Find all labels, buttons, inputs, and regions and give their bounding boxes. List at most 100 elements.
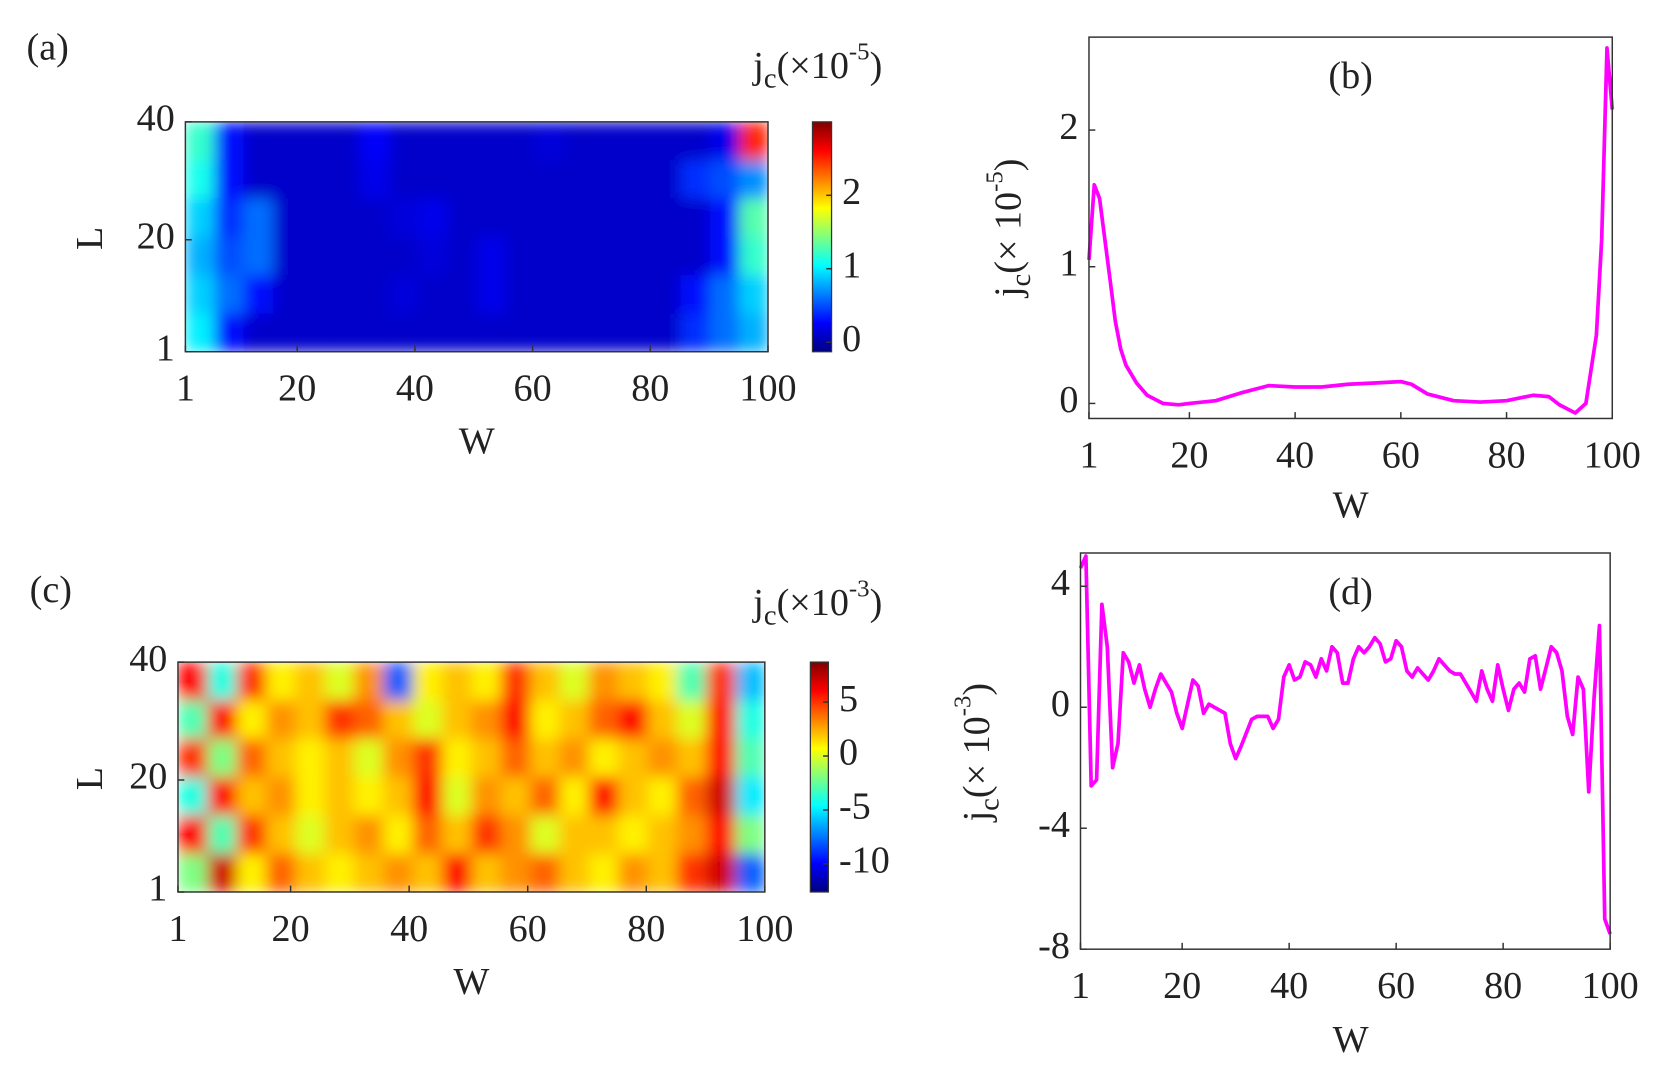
heatmap-cell	[236, 777, 267, 816]
heatmap-cell	[471, 738, 502, 778]
heatmap-cell	[442, 700, 473, 740]
heatmap-cell	[564, 275, 594, 315]
heatmap-cell	[680, 236, 711, 276]
heatmap-cell	[618, 853, 649, 892]
heatmap-cell	[476, 198, 507, 238]
heatmap-cell	[214, 198, 245, 238]
heatmap-cell	[647, 738, 678, 778]
label-sup: -5	[981, 171, 1008, 192]
heatmap-cell	[383, 853, 414, 892]
heatmap-cell	[331, 313, 361, 352]
heatmap-cell	[709, 121, 740, 161]
heatmap-cell	[418, 275, 449, 315]
heatmap-cell	[588, 700, 619, 740]
heatmap-cell	[177, 853, 208, 892]
heatmap-cell	[618, 662, 649, 702]
heatmap-cell	[618, 738, 649, 778]
heatmap-cell	[559, 662, 590, 702]
heatmap-cell	[651, 121, 682, 161]
heatmap-cell	[680, 121, 711, 161]
heatmap-cell	[706, 738, 737, 778]
colorbar-tick-label: -10	[839, 840, 890, 882]
heatmap-cell	[383, 738, 414, 778]
heatmap-cell	[243, 236, 274, 276]
x-tick-label: 1	[176, 368, 195, 410]
x-tick-label: 80	[627, 908, 665, 950]
heatmap-cells	[185, 121, 769, 352]
heatmap-cell	[500, 662, 531, 702]
heatmap-cell	[236, 738, 267, 778]
heatmap-cell	[680, 160, 711, 200]
y-tick-label: 2	[1059, 106, 1078, 148]
heatmap-cell	[360, 275, 390, 315]
heatmap-cell	[354, 662, 385, 702]
colorbar-tick-label: 1	[842, 244, 861, 286]
label-end: )	[956, 683, 998, 696]
label-base: j	[751, 582, 764, 624]
label-sup: -3	[949, 696, 976, 717]
y-tick-label: 1	[156, 327, 175, 369]
heatmap-cell	[272, 121, 303, 161]
x-tick-label: 60	[1382, 434, 1420, 476]
heatmap-cell	[324, 815, 355, 855]
heatmap-cell	[476, 160, 507, 200]
y-tick-label: 0	[1059, 379, 1078, 421]
heatmap-cell	[530, 853, 561, 892]
y-axis-label: jc(× 10-3)	[949, 683, 1005, 824]
heatmap-cell	[272, 313, 303, 352]
heatmap-cell	[207, 815, 238, 855]
heatmap-cell	[564, 160, 594, 200]
y-tick-label: 20	[129, 756, 167, 798]
label-sub: c	[764, 63, 777, 94]
panel-label: (a)	[27, 27, 69, 69]
heatmap-cell	[530, 700, 561, 740]
heatmap-cell	[389, 313, 420, 352]
heatmap-cell	[564, 198, 594, 238]
panel-label: (b)	[1328, 55, 1372, 97]
heatmap-cell	[331, 121, 361, 161]
heatmap-cell	[442, 853, 473, 892]
heatmap-cell	[265, 700, 296, 740]
heatmap-cell	[738, 275, 769, 315]
heatmap-cell	[500, 700, 531, 740]
heatmap-cell	[680, 198, 711, 238]
heatmap-cell	[593, 275, 623, 315]
panel-label: (d)	[1328, 571, 1372, 613]
heatmap-cell	[534, 160, 565, 200]
heatmap-cell	[243, 160, 274, 200]
heatmap-cell	[618, 700, 649, 740]
y-tick-label: 1	[1059, 243, 1078, 285]
y-axis-label: jc(× 10-5)	[981, 159, 1037, 300]
heatmap-cell	[177, 662, 208, 702]
heatmap-cell	[447, 121, 478, 161]
heatmap-cell	[301, 121, 332, 161]
heatmap-cell	[534, 121, 565, 161]
x-tick-label: 40	[396, 368, 434, 410]
heatmap-cell	[447, 198, 478, 238]
heatmap-cell	[324, 738, 355, 778]
heatmap-cell	[389, 198, 420, 238]
heatmap-cell	[301, 313, 332, 352]
heatmap-cell	[272, 160, 303, 200]
x-tick-label: 100	[739, 368, 796, 410]
colorbar-tick-label: 5	[839, 678, 858, 720]
heatmap-cell	[412, 738, 443, 778]
label-main: (× 10	[956, 716, 998, 798]
y-tick-label: 20	[137, 215, 175, 257]
colorbar-tick-label: 2	[842, 171, 861, 213]
x-tick-label: 80	[1487, 434, 1525, 476]
heatmap-cell	[418, 198, 449, 238]
label-base: j	[751, 45, 764, 87]
heatmap-cell	[272, 236, 303, 276]
heatmap-cell	[735, 700, 765, 740]
heatmap-cell	[706, 853, 737, 892]
heatmap-cell	[447, 313, 478, 352]
x-axis-label: W	[1333, 1019, 1369, 1061]
heatmap-cell	[295, 777, 326, 816]
heatmap-cell	[265, 662, 296, 702]
label-main: (×10	[777, 45, 849, 87]
heatmap-cell	[442, 738, 473, 778]
label-sub: c	[1006, 274, 1037, 287]
heatmap-cell	[447, 160, 478, 200]
